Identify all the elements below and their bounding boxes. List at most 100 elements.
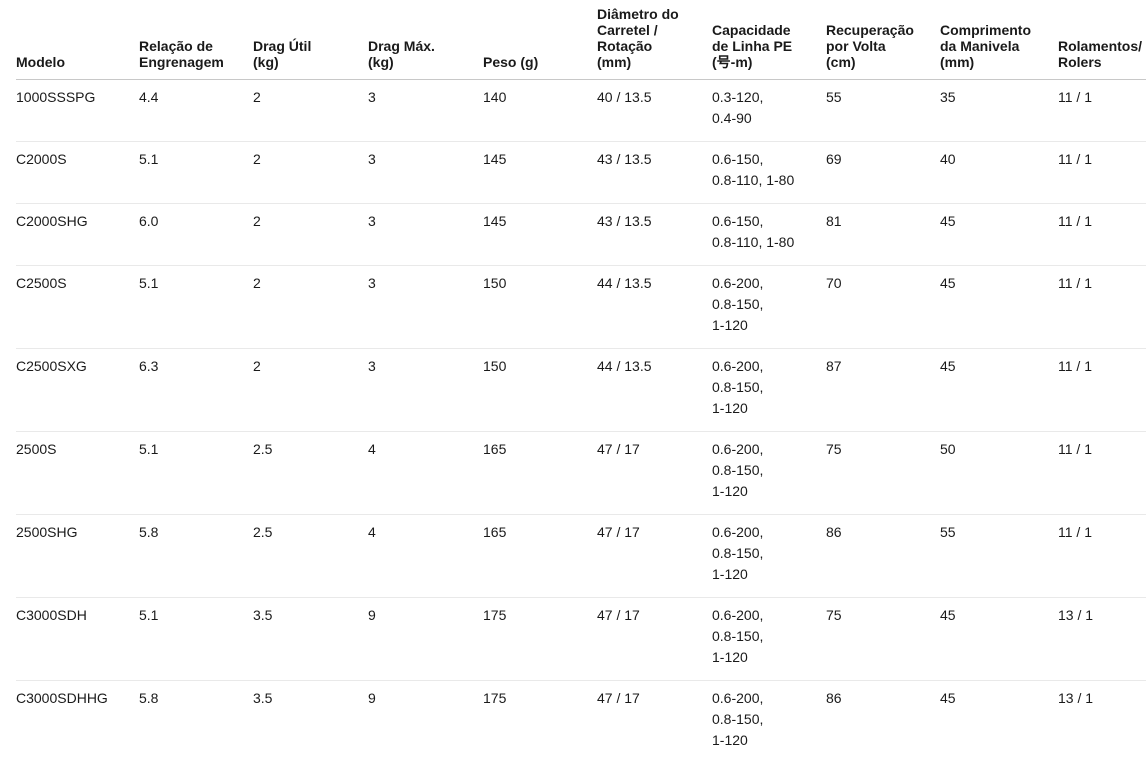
cell-peso: 145: [483, 142, 597, 204]
cell-line: 45: [940, 688, 1048, 709]
cell-line: 0.6-200,: [712, 605, 816, 626]
column-header-line: Engrenagem: [139, 54, 243, 70]
cell-line: 3: [368, 273, 473, 294]
cell-recuperacao-volta: 55: [826, 80, 940, 142]
cell-line: 2: [253, 273, 358, 294]
cell-diametro-carretel: 44 / 13.5: [597, 349, 712, 432]
cell-line: 2500S: [16, 439, 129, 460]
column-header-line: Diâmetro do: [597, 6, 702, 22]
cell-peso: 140: [483, 80, 597, 142]
cell-relacao-engrenagem: 5.1: [139, 266, 253, 349]
column-header-drag-max: Drag Máx.(kg): [368, 0, 483, 80]
cell-line: 3.5: [253, 688, 358, 709]
cell-peso: 165: [483, 515, 597, 598]
cell-line: 0.8-150,: [712, 543, 816, 564]
cell-line: 165: [483, 439, 587, 460]
cell-line: 0.6-200,: [712, 439, 816, 460]
cell-line: 1-120: [712, 730, 816, 751]
cell-diametro-carretel: 44 / 13.5: [597, 266, 712, 349]
cell-line: 2: [253, 87, 358, 108]
cell-capacidade-linha-pe: 0.6-150,0.8-110, 1-80: [712, 142, 826, 204]
cell-line: 5.8: [139, 688, 243, 709]
cell-drag-util: 2.5: [253, 432, 368, 515]
cell-line: 2: [253, 149, 358, 170]
cell-line: 50: [940, 439, 1048, 460]
cell-line: 5.1: [139, 273, 243, 294]
cell-line: 47 / 17: [597, 605, 702, 626]
cell-drag-max: 4: [368, 432, 483, 515]
cell-line: 145: [483, 149, 587, 170]
cell-line: 35: [940, 87, 1048, 108]
cell-line: 150: [483, 356, 587, 377]
column-header-line: (kg): [253, 54, 358, 70]
cell-recuperacao-volta: 75: [826, 598, 940, 681]
cell-drag-util: 2: [253, 204, 368, 266]
cell-relacao-engrenagem: 5.1: [139, 432, 253, 515]
cell-diametro-carretel: 47 / 17: [597, 681, 712, 763]
cell-drag-util: 2: [253, 266, 368, 349]
cell-line: 40 / 13.5: [597, 87, 702, 108]
cell-line: 55: [940, 522, 1048, 543]
cell-rolamentos: 11 / 1: [1058, 515, 1146, 598]
cell-line: 0.8-150,: [712, 460, 816, 481]
column-header-line: Peso (g): [483, 54, 587, 70]
cell-line: 4: [368, 439, 473, 460]
cell-line: C3000SDH: [16, 605, 129, 626]
cell-line: 0.6-150,: [712, 149, 816, 170]
cell-diametro-carretel: 47 / 17: [597, 515, 712, 598]
cell-comprimento-manivela: 45: [940, 266, 1058, 349]
column-header-line: Drag Máx.: [368, 38, 473, 54]
column-header-line: Capacidade: [712, 22, 816, 38]
cell-recuperacao-volta: 86: [826, 681, 940, 763]
cell-line: 2.5: [253, 522, 358, 543]
cell-rolamentos: 11 / 1: [1058, 266, 1146, 349]
cell-line: 3.5: [253, 605, 358, 626]
cell-rolamentos: 11 / 1: [1058, 142, 1146, 204]
cell-line: 5.1: [139, 439, 243, 460]
cell-comprimento-manivela: 45: [940, 598, 1058, 681]
cell-line: 13 / 1: [1058, 688, 1136, 709]
cell-line: 5.1: [139, 605, 243, 626]
cell-comprimento-manivela: 35: [940, 80, 1058, 142]
cell-line: 145: [483, 211, 587, 232]
cell-relacao-engrenagem: 5.8: [139, 681, 253, 763]
cell-line: C2000SHG: [16, 211, 129, 232]
cell-line: 3: [368, 211, 473, 232]
cell-drag-max: 9: [368, 598, 483, 681]
cell-capacidade-linha-pe: 0.6-200,0.8-150,1-120: [712, 598, 826, 681]
cell-line: 13 / 1: [1058, 605, 1136, 626]
column-header-line: Carretel /: [597, 22, 702, 38]
cell-recuperacao-volta: 87: [826, 349, 940, 432]
cell-line: 2: [253, 356, 358, 377]
column-header-line: (mm): [597, 54, 702, 70]
cell-comprimento-manivela: 55: [940, 515, 1058, 598]
column-header-line: Rotação: [597, 38, 702, 54]
cell-line: 175: [483, 605, 587, 626]
cell-line: 47 / 17: [597, 522, 702, 543]
cell-drag-util: 2.5: [253, 515, 368, 598]
cell-peso: 165: [483, 432, 597, 515]
cell-line: C2500S: [16, 273, 129, 294]
cell-peso: 150: [483, 266, 597, 349]
cell-line: 81: [826, 211, 930, 232]
cell-line: 0.6-200,: [712, 273, 816, 294]
cell-line: 3: [368, 87, 473, 108]
cell-drag-util: 2: [253, 80, 368, 142]
cell-comprimento-manivela: 50: [940, 432, 1058, 515]
cell-line: 0.6-150,: [712, 211, 816, 232]
cell-diametro-carretel: 43 / 13.5: [597, 204, 712, 266]
cell-line: 40: [940, 149, 1048, 170]
cell-line: 47 / 17: [597, 688, 702, 709]
cell-line: 1-120: [712, 647, 816, 668]
cell-line: 0.3-120,: [712, 87, 816, 108]
cell-recuperacao-volta: 75: [826, 432, 940, 515]
cell-line: 4: [368, 522, 473, 543]
